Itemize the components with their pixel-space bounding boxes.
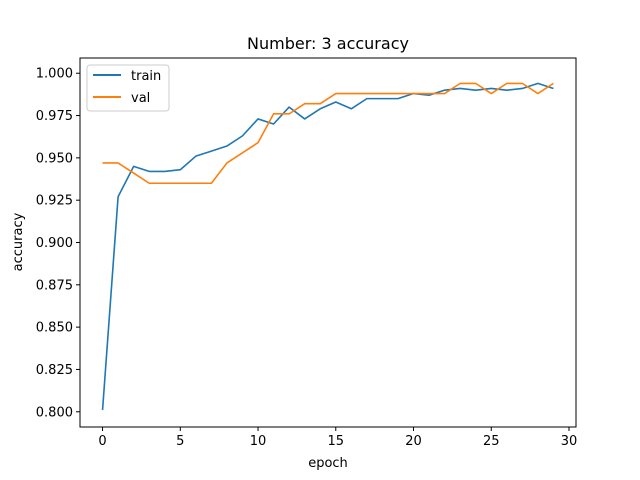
legend-label-train: train xyxy=(131,69,161,84)
y-tick-label: 0.925 xyxy=(36,194,73,209)
y-tick-label: 0.850 xyxy=(36,321,73,336)
y-axis-label: accuracy xyxy=(11,212,26,271)
x-tick-label: 10 xyxy=(250,434,267,449)
x-axis-label: epoch xyxy=(308,456,348,471)
y-tick-label: 0.800 xyxy=(36,405,73,420)
legend-box xyxy=(86,64,170,112)
y-tick-label: 1.000 xyxy=(36,67,73,82)
y-tick-label: 0.975 xyxy=(36,109,73,124)
series-line-val xyxy=(102,82,554,185)
x-tick-label: 30 xyxy=(561,434,578,449)
y-axis-ticks: 0.800 0.825 0.850 0.875 0.900 0.925 0.950 0.975… xyxy=(36,67,80,420)
x-tick-label: 0 xyxy=(98,434,106,449)
y-tick-label: 0.900 xyxy=(36,236,73,251)
y-tick-label: 0.875 xyxy=(36,278,73,293)
x-tick-label: 15 xyxy=(328,434,345,449)
chart-title: Number: 3 accuracy xyxy=(247,34,409,53)
plot-lines xyxy=(101,82,554,411)
y-tick-label: 0.825 xyxy=(36,363,73,378)
x-axis-ticks: 0 5 10 15 20 25 30 xyxy=(98,427,577,449)
x-tick-label: 25 xyxy=(483,434,500,449)
series-line-train xyxy=(101,82,554,411)
x-tick-label: 5 xyxy=(176,434,184,449)
legend: train val xyxy=(86,64,170,112)
legend-label-val: val xyxy=(131,91,150,106)
x-tick-label: 20 xyxy=(405,434,422,449)
y-tick-label: 0.950 xyxy=(36,151,73,166)
